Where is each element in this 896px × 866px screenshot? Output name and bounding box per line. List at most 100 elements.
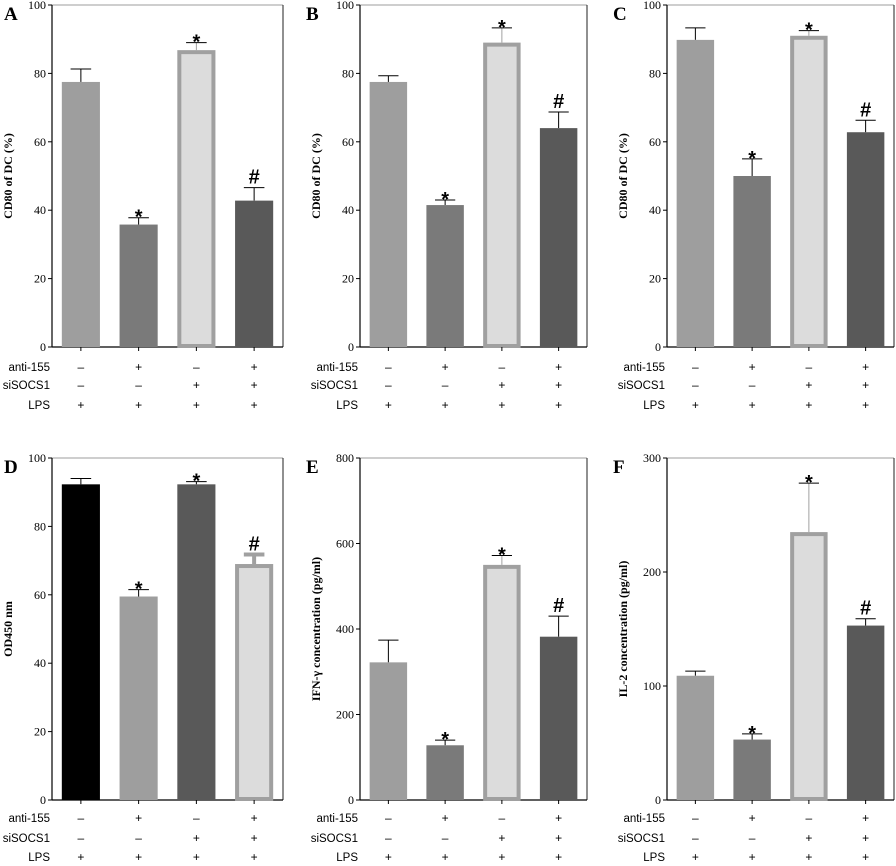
condition-sign: – bbox=[806, 811, 813, 825]
condition-row-label: anti-155 bbox=[316, 813, 358, 825]
condition-sign: + bbox=[251, 398, 258, 412]
bar bbox=[177, 484, 216, 800]
bar bbox=[235, 564, 274, 802]
significance-asterisk: * bbox=[441, 729, 449, 751]
y-tick-label: 60 bbox=[649, 135, 661, 149]
significance-hash: # bbox=[249, 167, 260, 189]
condition-sign: – bbox=[692, 378, 699, 392]
condition-sign: + bbox=[692, 850, 699, 864]
condition-row-label: siSOCS1 bbox=[3, 380, 50, 392]
condition-sign: + bbox=[498, 850, 505, 864]
y-axis-label: IL-2 concentration (pg/ml) bbox=[616, 561, 630, 698]
condition-row-label: LPS bbox=[336, 852, 358, 864]
significance-hash: # bbox=[553, 595, 564, 617]
condition-sign: – bbox=[78, 360, 85, 374]
condition-row-label: anti-155 bbox=[8, 813, 50, 825]
condition-sign: + bbox=[862, 398, 869, 412]
condition-sign: + bbox=[805, 378, 812, 392]
significance-asterisk: * bbox=[748, 723, 756, 745]
y-tick-label: 20 bbox=[342, 272, 354, 286]
condition-sign: – bbox=[78, 811, 85, 825]
y-tick-label: 80 bbox=[649, 66, 661, 80]
condition-row-label: siSOCS1 bbox=[618, 380, 665, 392]
condition-sign: – bbox=[692, 831, 699, 845]
bar bbox=[676, 39, 715, 347]
bar bbox=[483, 564, 521, 801]
bar bbox=[733, 176, 771, 347]
y-tick-label: 400 bbox=[336, 622, 354, 636]
bar bbox=[426, 745, 464, 800]
condition-sign: + bbox=[385, 850, 392, 864]
condition-sign: + bbox=[193, 850, 200, 864]
y-tick-label: 0 bbox=[655, 340, 661, 354]
significance-hash: # bbox=[553, 91, 564, 113]
panel-letter: D bbox=[4, 457, 18, 478]
y-tick-label: 0 bbox=[40, 793, 46, 807]
condition-sign: + bbox=[805, 398, 812, 412]
y-tick-label: 0 bbox=[40, 340, 46, 354]
condition-sign: – bbox=[442, 831, 449, 845]
significance-asterisk: * bbox=[192, 471, 200, 493]
condition-sign: + bbox=[862, 360, 869, 374]
condition-sign: – bbox=[135, 378, 142, 392]
y-tick-label: 20 bbox=[34, 272, 46, 286]
y-tick-label: 60 bbox=[34, 135, 46, 149]
bar bbox=[369, 662, 408, 800]
y-axis-label: OD450 nm bbox=[1, 601, 15, 657]
condition-sign: + bbox=[749, 850, 756, 864]
condition-sign: + bbox=[193, 398, 200, 412]
condition-sign: + bbox=[749, 811, 756, 825]
bar bbox=[676, 675, 715, 800]
bar bbox=[846, 625, 885, 800]
y-tick-label: 0 bbox=[348, 340, 354, 354]
significance-asterisk: * bbox=[192, 32, 200, 54]
condition-sign: – bbox=[385, 831, 392, 845]
y-tick-label: 60 bbox=[342, 135, 354, 149]
significance-asterisk: * bbox=[805, 20, 813, 42]
y-axis-label: IFN-γ concentration (pg/ml) bbox=[309, 557, 323, 701]
condition-sign: + bbox=[442, 360, 449, 374]
y-tick-label: 80 bbox=[342, 66, 354, 80]
y-tick-label: 80 bbox=[34, 519, 46, 533]
condition-sign: + bbox=[193, 831, 200, 845]
y-tick-label: 100 bbox=[336, 0, 354, 12]
condition-sign: + bbox=[805, 850, 812, 864]
panel-letter: A bbox=[4, 4, 18, 25]
condition-sign: + bbox=[692, 398, 699, 412]
bar bbox=[426, 205, 464, 347]
condition-sign: – bbox=[385, 378, 392, 392]
condition-sign: + bbox=[251, 850, 258, 864]
y-axis-label: CD80 of DC (%) bbox=[309, 133, 323, 219]
condition-sign: + bbox=[555, 398, 562, 412]
condition-sign: + bbox=[749, 398, 756, 412]
bar bbox=[846, 132, 885, 347]
y-tick-label: 0 bbox=[348, 793, 354, 807]
condition-sign: – bbox=[78, 378, 85, 392]
condition-sign: – bbox=[385, 811, 392, 825]
condition-row-label: siSOCS1 bbox=[311, 833, 358, 845]
condition-sign: + bbox=[77, 398, 84, 412]
bar bbox=[177, 50, 216, 348]
condition-row-label: anti-155 bbox=[623, 813, 665, 825]
bar bbox=[119, 224, 158, 347]
condition-sign: + bbox=[442, 850, 449, 864]
condition-sign: – bbox=[78, 831, 85, 845]
panel-letter: E bbox=[306, 457, 319, 478]
significance-hash: # bbox=[860, 99, 871, 121]
condition-sign: + bbox=[862, 850, 869, 864]
y-tick-label: 40 bbox=[342, 203, 354, 217]
panel-a: A 0 20 40 60 80 100 CD80 of DC (%) – – + * + – + * – + + # +… bbox=[1, 0, 284, 412]
condition-row-label: LPS bbox=[336, 400, 358, 412]
bar bbox=[539, 128, 578, 347]
y-tick-label: 100 bbox=[643, 679, 661, 693]
condition-sign: + bbox=[498, 378, 505, 392]
y-tick-label: 80 bbox=[34, 66, 46, 80]
bar bbox=[235, 200, 274, 347]
condition-sign: – bbox=[499, 811, 506, 825]
bar bbox=[483, 42, 521, 349]
y-axis-label: CD80 of DC (%) bbox=[1, 133, 15, 219]
condition-sign: – bbox=[499, 360, 506, 374]
condition-sign: + bbox=[862, 378, 869, 392]
condition-sign: – bbox=[806, 360, 813, 374]
